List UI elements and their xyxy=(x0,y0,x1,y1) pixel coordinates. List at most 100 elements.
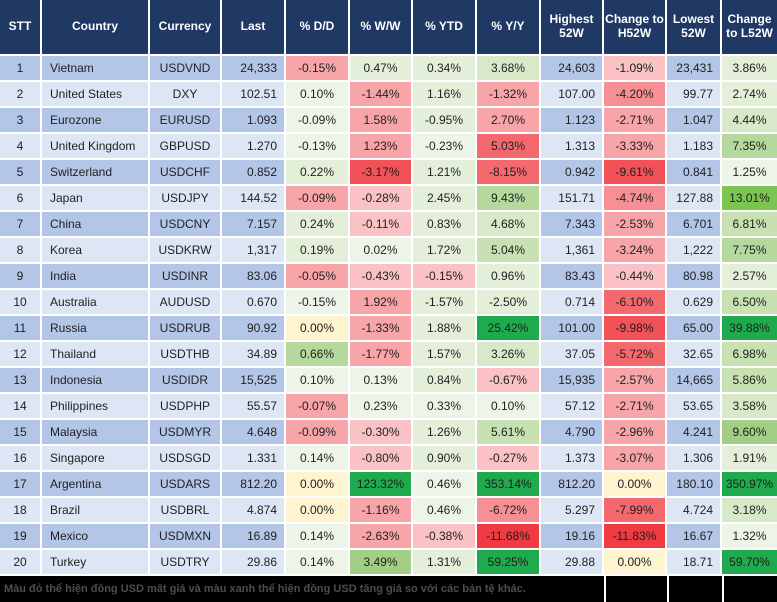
cell-pct-ww: -1.77% xyxy=(350,342,413,368)
cell-pct-ww: -0.43% xyxy=(350,264,413,290)
cell-lowest-52w: 53.65 xyxy=(667,394,722,420)
cell-currency: EURUSD xyxy=(150,108,222,134)
cell-country: Brazil xyxy=(42,498,150,524)
cell-lowest-52w: 23,431 xyxy=(667,56,722,82)
cell-pct-ytd: 1.26% xyxy=(413,420,477,446)
cell-change-h52w: -9.61% xyxy=(604,160,667,186)
cell-last: 24,333 xyxy=(222,56,286,82)
col-header-yy: % Y/Y xyxy=(477,0,541,56)
cell-country: Philippines xyxy=(42,394,150,420)
table-row: 20 Turkey USDTRY 29.86 0.14% 3.49% 1.31% 59.25%… xyxy=(0,550,777,576)
table-row: 10 Australia AUDUSD 0.670 -0.15% 1.92% -1.57% -… xyxy=(0,290,777,316)
cell-pct-ww: 1.23% xyxy=(350,134,413,160)
cell-change-l52w: 6.98% xyxy=(722,342,777,368)
cell-currency: USDJPY xyxy=(150,186,222,212)
cell-pct-dd: 0.22% xyxy=(286,160,350,186)
cell-pct-ytd: 0.46% xyxy=(413,498,477,524)
table-row: 4 United Kingdom GBPUSD 1.270 -0.13% 1.23% -0.… xyxy=(0,134,777,160)
table-row: 7 China USDCNY 7.157 0.24% -0.11% 0.83% 4.68% 7.… xyxy=(0,212,777,238)
cell-change-l52w: 13.01% xyxy=(722,186,777,212)
cell-pct-dd: -0.15% xyxy=(286,290,350,316)
cell-stt: 12 xyxy=(0,342,42,368)
table-row: 2 United States DXY 102.51 0.10% -1.44% 1.16% -… xyxy=(0,82,777,108)
cell-last: 4.648 xyxy=(222,420,286,446)
cell-change-h52w: -2.96% xyxy=(604,420,667,446)
cell-pct-yy: 353.14% xyxy=(477,472,541,498)
cell-pct-ww: 3.49% xyxy=(350,550,413,576)
cell-lowest-52w: 16.67 xyxy=(667,524,722,550)
cell-change-l52w: 5.86% xyxy=(722,368,777,394)
cell-lowest-52w: 1.183 xyxy=(667,134,722,160)
footer-note: Màu đỏ thể hiện đồng USD mất giá và màu … xyxy=(0,576,604,602)
cell-change-h52w: 0.00% xyxy=(604,472,667,498)
footer-row: Màu đỏ thể hiện đồng USD mất giá và màu … xyxy=(0,576,777,602)
cell-change-h52w: -3.24% xyxy=(604,238,667,264)
cell-stt: 10 xyxy=(0,290,42,316)
cell-pct-ww: -1.33% xyxy=(350,316,413,342)
cell-pct-ww: 1.58% xyxy=(350,108,413,134)
footer-cell-blank-1 xyxy=(604,576,667,602)
col-header-highest-52w: Highest 52W xyxy=(541,0,604,56)
cell-highest-52w: 19.16 xyxy=(541,524,604,550)
cell-currency: USDIDR xyxy=(150,368,222,394)
cell-change-l52w: 7.75% xyxy=(722,238,777,264)
cell-pct-ytd: 1.16% xyxy=(413,82,477,108)
cell-pct-yy: -1.32% xyxy=(477,82,541,108)
cell-currency: USDINR xyxy=(150,264,222,290)
cell-highest-52w: 37.05 xyxy=(541,342,604,368)
cell-last: 1,317 xyxy=(222,238,286,264)
cell-last: 1.331 xyxy=(222,446,286,472)
cell-highest-52w: 83.43 xyxy=(541,264,604,290)
cell-stt: 7 xyxy=(0,212,42,238)
cell-pct-dd: -0.15% xyxy=(286,56,350,82)
table-footer: Màu đỏ thể hiện đồng USD mất giá và màu … xyxy=(0,576,777,602)
cell-stt: 15 xyxy=(0,420,42,446)
cell-pct-yy: 59.25% xyxy=(477,550,541,576)
cell-stt: 3 xyxy=(0,108,42,134)
cell-highest-52w: 0.942 xyxy=(541,160,604,186)
cell-pct-ytd: 0.83% xyxy=(413,212,477,238)
cell-change-l52w: 4.44% xyxy=(722,108,777,134)
cell-pct-ytd: 1.57% xyxy=(413,342,477,368)
cell-pct-yy: -11.68% xyxy=(477,524,541,550)
table-row: 16 Singapore USDSGD 1.331 0.14% -0.80% 0.90% -0… xyxy=(0,446,777,472)
cell-pct-ww: 0.23% xyxy=(350,394,413,420)
cell-pct-yy: 9.43% xyxy=(477,186,541,212)
cell-lowest-52w: 32.65 xyxy=(667,342,722,368)
footer-cell-blank-3 xyxy=(722,576,777,602)
table-row: 17 Argentina USDARS 812.20 0.00% 123.32% 0.46%… xyxy=(0,472,777,498)
cell-pct-ytd: -0.95% xyxy=(413,108,477,134)
cell-last: 102.51 xyxy=(222,82,286,108)
cell-change-h52w: -5.72% xyxy=(604,342,667,368)
table-header: STT Country Currency Last % D/D % W/W % … xyxy=(0,0,777,56)
cell-pct-ww: -0.28% xyxy=(350,186,413,212)
cell-country: Vietnam xyxy=(42,56,150,82)
cell-pct-yy: -2.50% xyxy=(477,290,541,316)
table-row: 12 Thailand USDTHB 34.89 0.66% -1.77% 1.57% 3.2… xyxy=(0,342,777,368)
cell-currency: USDPHP xyxy=(150,394,222,420)
header-row: STT Country Currency Last % D/D % W/W % … xyxy=(0,0,777,56)
col-header-lowest-52w: Lowest 52W xyxy=(667,0,722,56)
cell-pct-ww: -0.30% xyxy=(350,420,413,446)
cell-change-h52w: -0.44% xyxy=(604,264,667,290)
cell-pct-ww: -1.44% xyxy=(350,82,413,108)
cell-pct-ww: -1.16% xyxy=(350,498,413,524)
cell-country: Russia xyxy=(42,316,150,342)
cell-pct-ytd: 0.46% xyxy=(413,472,477,498)
table-row: 8 Korea USDKRW 1,317 0.19% 0.02% 1.72% 5.04% 1,3… xyxy=(0,238,777,264)
cell-pct-ytd: 1.31% xyxy=(413,550,477,576)
cell-currency: USDMXN xyxy=(150,524,222,550)
cell-change-l52w: 39.88% xyxy=(722,316,777,342)
cell-pct-yy: 5.04% xyxy=(477,238,541,264)
cell-pct-yy: 25.42% xyxy=(477,316,541,342)
cell-stt: 6 xyxy=(0,186,42,212)
cell-pct-ww: 0.47% xyxy=(350,56,413,82)
cell-pct-dd: 0.19% xyxy=(286,238,350,264)
cell-highest-52w: 1.313 xyxy=(541,134,604,160)
cell-pct-dd: -0.05% xyxy=(286,264,350,290)
cell-currency: USDVND xyxy=(150,56,222,82)
cell-last: 83.06 xyxy=(222,264,286,290)
cell-change-l52w: 350.97% xyxy=(722,472,777,498)
cell-highest-52w: 151.71 xyxy=(541,186,604,212)
cell-stt: 2 xyxy=(0,82,42,108)
